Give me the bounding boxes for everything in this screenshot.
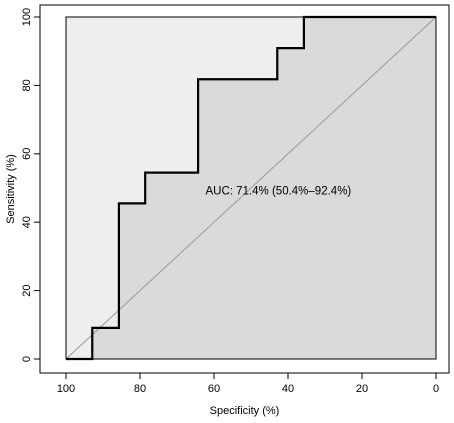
reference-diagonal [65,16,437,360]
x-axis-title: Specificity (%) [210,405,280,417]
roc-curve [66,15,436,361]
y-axis-title: Sensitivity (%) [5,154,17,224]
plot-region [65,15,437,361]
y-tick-label: 60 [21,148,33,160]
y-tick-label: 80 [21,79,33,91]
y-tick-label: 20 [21,284,33,296]
y-tick-label: 0 [21,356,33,362]
x-tick-label: 80 [134,383,146,395]
auc-annotation: AUC: 71.4% (50.4%–92.4%) [206,185,352,197]
x-tick-label: 100 [57,383,75,395]
x-tick-label: 60 [208,383,220,395]
x-tick-label: 20 [356,383,368,395]
y-tick-label: 40 [21,216,33,228]
x-tick-label: 40 [282,383,294,395]
x-axis: 100 80 60 40 20 0 [57,372,439,395]
x-tick-label: 0 [433,383,439,395]
y-tick-label: 100 [21,8,33,26]
y-axis: 0 20 40 60 80 100 [21,8,41,362]
